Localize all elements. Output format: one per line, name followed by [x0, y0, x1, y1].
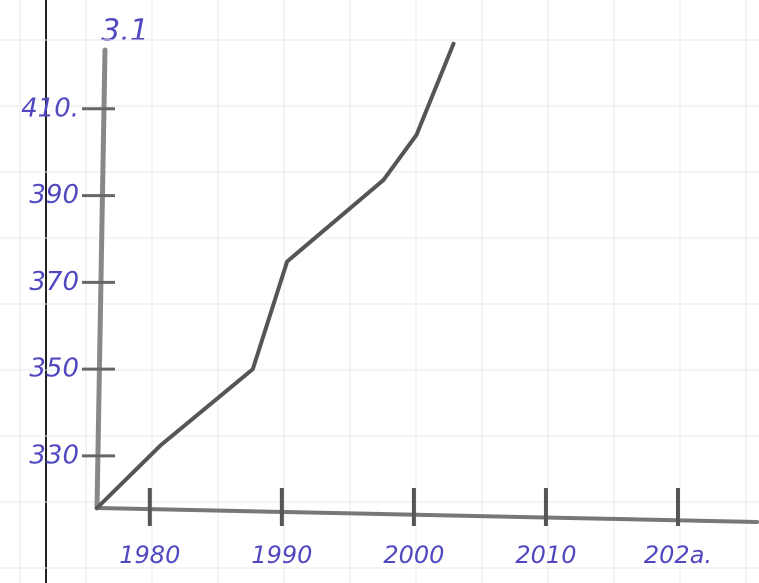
x-tick-label: 1990 [251, 541, 312, 569]
y-tick-label: 370 [29, 267, 79, 297]
data-line [95, 41, 456, 510]
x-tick-label: 2000 [383, 541, 444, 569]
y-axis [94, 47, 108, 511]
chart-title: 3.1 [101, 14, 149, 49]
y-tick-label: 330 [29, 440, 79, 470]
x-tick-label: 202a. [644, 541, 712, 569]
y-tick-label: 350 [29, 354, 79, 384]
y-tick-label: 410. [21, 93, 79, 123]
x-axis [95, 506, 759, 524]
x-tick-label: 2010 [515, 541, 576, 569]
y-tick-label: 390 [29, 180, 79, 210]
x-tick-label: 1980 [119, 541, 180, 569]
